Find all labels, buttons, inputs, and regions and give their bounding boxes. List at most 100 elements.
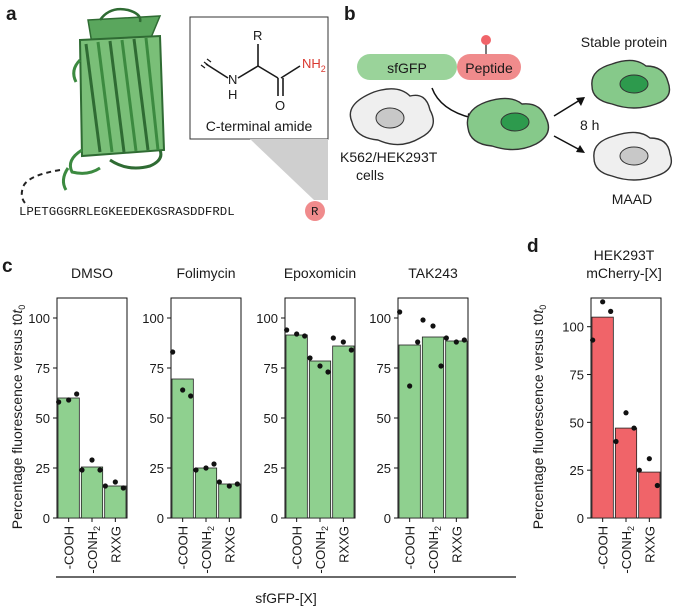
data-point bbox=[330, 335, 336, 341]
data-point bbox=[623, 410, 629, 416]
data-point bbox=[590, 337, 596, 343]
bar bbox=[171, 378, 194, 519]
y-tick-label: 0 bbox=[384, 511, 391, 526]
y-tick-label: 25 bbox=[264, 461, 278, 476]
data-point bbox=[112, 479, 118, 485]
x-tick-label: -CONH2 bbox=[313, 526, 330, 574]
y-tick-label: 50 bbox=[570, 415, 584, 430]
data-point bbox=[646, 456, 652, 462]
data-point bbox=[461, 337, 467, 343]
data-point bbox=[407, 383, 413, 389]
sfgfp-box bbox=[357, 54, 457, 80]
x-tick-label: -CONH2 bbox=[619, 526, 636, 574]
y-tick-label: 0 bbox=[577, 511, 584, 526]
chart-title: DMSO bbox=[71, 265, 113, 281]
d-title-line1: HEK293T bbox=[594, 247, 655, 263]
data-point bbox=[234, 481, 240, 487]
terminal-residue-label: R bbox=[311, 205, 319, 219]
y-tick-label: 100 bbox=[256, 311, 278, 326]
chart-dmso: DMSO 0 25 50 75 100 -COOH -CONH2 RXXG bbox=[28, 265, 128, 574]
data-point bbox=[97, 467, 103, 473]
time-label: 8 h bbox=[580, 117, 599, 133]
chart-title: Folimycin bbox=[176, 265, 235, 281]
data-point bbox=[56, 399, 62, 405]
data-point bbox=[608, 308, 614, 314]
stable-label: Stable protein bbox=[581, 34, 667, 50]
green-cell-nucleus bbox=[500, 112, 530, 132]
data-point bbox=[79, 467, 85, 473]
y-tick-label: 25 bbox=[36, 461, 50, 476]
bar bbox=[638, 471, 661, 519]
data-point bbox=[226, 483, 232, 489]
y-tick-label: 0 bbox=[157, 511, 164, 526]
c-y-axis-label: Percentage fluorescence versus t0t0 bbox=[9, 305, 27, 529]
cells-label: cells bbox=[356, 167, 384, 183]
y-tick-label: 50 bbox=[264, 411, 278, 426]
peptide-label: Peptide bbox=[465, 60, 513, 76]
maad-cell-nucleus bbox=[619, 146, 649, 166]
bar bbox=[398, 344, 421, 519]
data-point bbox=[430, 323, 436, 329]
charts-layer: DMSO 0 25 50 75 100 -COOH -CONH2 RXXG Folimycin 0 2… bbox=[28, 265, 662, 574]
bar bbox=[308, 360, 332, 519]
data-point bbox=[211, 461, 217, 467]
x-tick-label: -CONH2 bbox=[199, 526, 216, 574]
maad-label: MAAD bbox=[612, 191, 652, 207]
y-tick-label: 75 bbox=[264, 361, 278, 376]
data-point bbox=[415, 339, 421, 345]
h-label: H bbox=[228, 87, 237, 102]
data-point bbox=[348, 347, 354, 353]
d-title-line2: mCherry-[X] bbox=[586, 265, 661, 281]
y-tick-label: 0 bbox=[271, 511, 278, 526]
bar bbox=[445, 340, 468, 519]
bar bbox=[591, 316, 614, 519]
data-point bbox=[170, 349, 176, 355]
arrow-maad bbox=[553, 135, 581, 151]
x-tick-label: RXXG bbox=[336, 526, 351, 563]
data-point bbox=[438, 363, 444, 369]
data-point bbox=[284, 327, 290, 333]
x-tick-label: RXXG bbox=[449, 526, 464, 563]
arrow-to-green-cell bbox=[431, 87, 473, 119]
y-tick-label: 75 bbox=[36, 361, 50, 376]
input-cell-nucleus bbox=[375, 107, 405, 129]
bar bbox=[218, 483, 241, 519]
protein-structure-image bbox=[61, 7, 166, 191]
structure-caption: C-terminal amide bbox=[206, 118, 313, 134]
data-point bbox=[294, 331, 300, 337]
data-point bbox=[443, 335, 449, 341]
bar bbox=[104, 485, 127, 519]
x-tick-label: -CONH2 bbox=[85, 526, 102, 574]
x-tick-label: RXXG bbox=[642, 526, 657, 563]
peptide-box bbox=[457, 54, 521, 80]
x-tick-label: -COOH bbox=[403, 526, 418, 569]
data-point bbox=[420, 317, 426, 323]
arrow-head-2 bbox=[576, 97, 585, 106]
data-point bbox=[317, 363, 323, 369]
data-point bbox=[654, 482, 660, 489]
data-point bbox=[613, 438, 619, 445]
panel-label-b: b bbox=[344, 4, 356, 25]
y-tick-label: 100 bbox=[28, 311, 50, 326]
data-point bbox=[102, 483, 108, 489]
bar bbox=[194, 467, 218, 519]
panel-label-d: d bbox=[527, 236, 539, 257]
data-point bbox=[74, 391, 80, 397]
x-group-label: sfGFP-[X] bbox=[255, 590, 316, 606]
terminal-residue-circle bbox=[305, 201, 325, 221]
data-point bbox=[193, 467, 199, 473]
x-tick-label: -CONH2 bbox=[426, 526, 443, 574]
nh2-label: NH2 bbox=[302, 56, 326, 74]
data-point bbox=[216, 479, 222, 485]
y-tick-label: 50 bbox=[150, 411, 164, 426]
x-tick-label: RXXG bbox=[222, 526, 237, 563]
peptide-sequence: LPETGGGRRLEGKEEDEKGSRASDDFRDL bbox=[19, 205, 235, 219]
data-point bbox=[636, 467, 642, 473]
data-point bbox=[180, 387, 186, 393]
data-point bbox=[307, 355, 313, 361]
x-tick-label: -COOH bbox=[290, 526, 305, 569]
data-point bbox=[66, 397, 72, 403]
sfgfp-label: sfGFP bbox=[387, 60, 427, 76]
data-point bbox=[302, 333, 308, 339]
